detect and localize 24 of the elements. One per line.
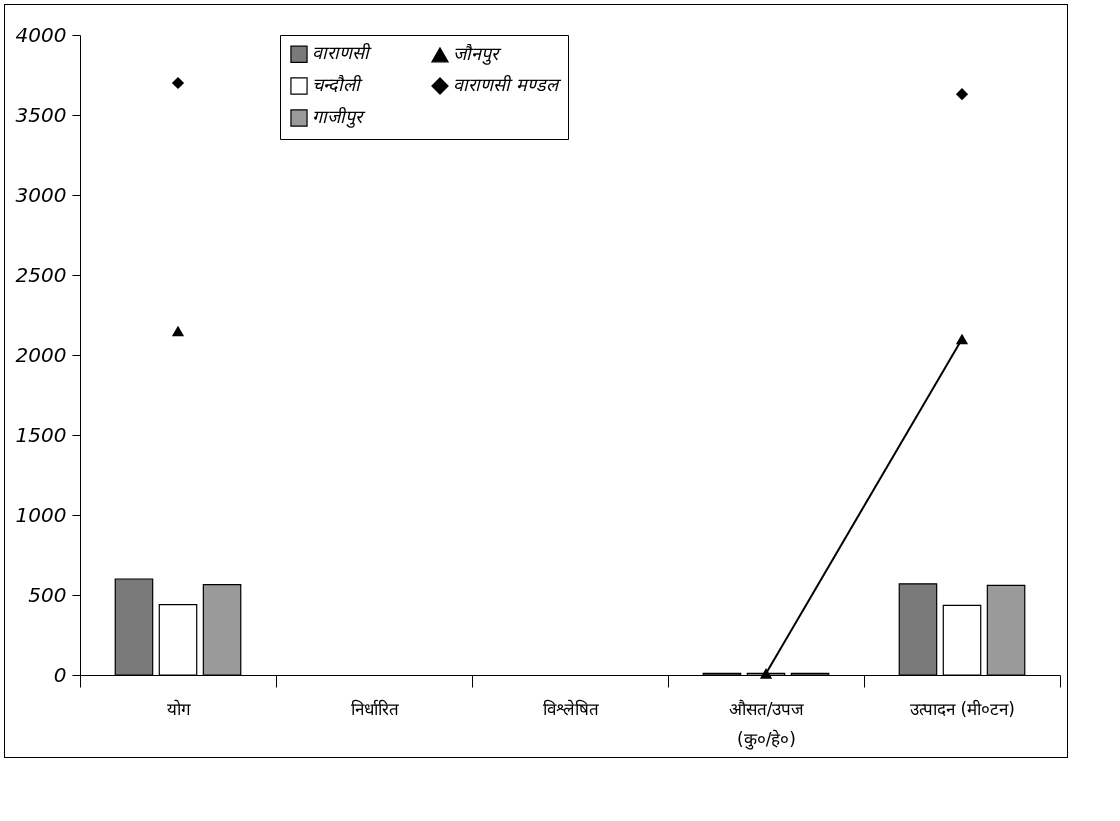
legend-label: वाराणसी मण्डल	[453, 74, 562, 95]
point	[171, 325, 185, 337]
x-tick-label: निर्धारित	[350, 698, 399, 719]
point	[759, 668, 773, 679]
y-tick-label: 500	[28, 582, 67, 607]
x-tick-label: योग	[166, 698, 191, 719]
x-tick-label: विश्लेषित	[542, 698, 599, 719]
point	[955, 333, 969, 345]
point	[955, 88, 969, 101]
legend-label: जौनपुर	[453, 42, 502, 65]
x-tick-label: उत्पादन (मी०टन)	[910, 698, 1015, 719]
legend-label: वाराणसी	[312, 42, 372, 64]
x-tick-label: औसत/उपज (कु०/हे०)	[728, 698, 805, 750]
y-tick-label: 1000	[15, 502, 67, 527]
y-tick-label: 3000	[15, 182, 67, 207]
y-tick-label: 3500	[15, 102, 67, 127]
legend-label: चन्दौली	[312, 74, 363, 95]
y-tick-label: 2000	[15, 342, 67, 367]
y-tick-label: 2500	[15, 262, 67, 287]
y-tick-label: 4000	[15, 22, 67, 47]
point	[171, 76, 185, 90]
legend-label: गाजीपुर	[312, 106, 366, 128]
y-tick-label: 1500	[15, 422, 67, 447]
y-tick-label: 0	[53, 662, 67, 687]
